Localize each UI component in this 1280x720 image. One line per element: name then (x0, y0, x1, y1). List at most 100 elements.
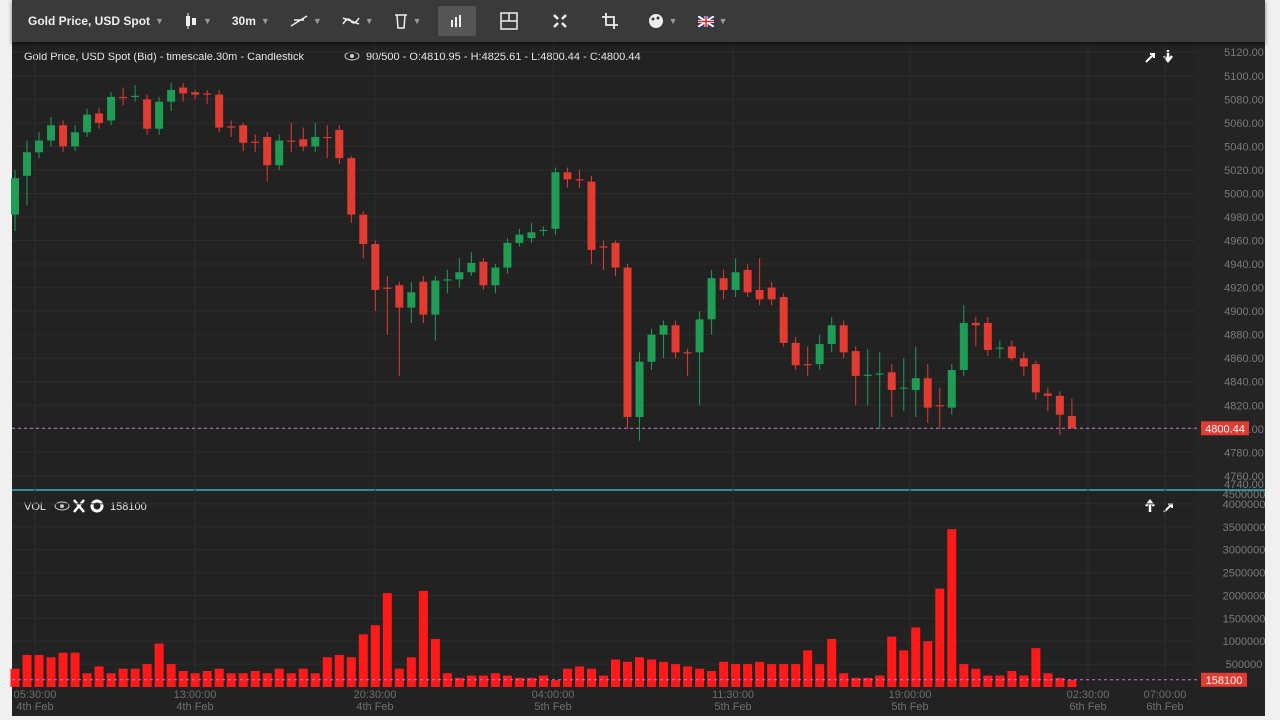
volume-bar (827, 638, 837, 687)
candle-body (887, 372, 896, 390)
drawing-button[interactable]: ▼ (286, 6, 326, 36)
volume-bar (983, 675, 993, 687)
volume-bar (743, 664, 753, 687)
volume-bar (791, 664, 801, 687)
volume-bar (538, 675, 548, 687)
volume-bar (598, 675, 608, 687)
candle-body (803, 364, 812, 366)
candle-body (815, 344, 824, 365)
candle-body (755, 289, 764, 300)
y-tick-label: 5020.00 (1224, 165, 1264, 177)
volume-bar (731, 664, 741, 687)
volume-bar (923, 641, 933, 687)
candle-body (515, 234, 524, 243)
volume-bar (214, 668, 224, 687)
volume-bar (1055, 677, 1065, 687)
candle-body (479, 261, 488, 286)
volume-bar (671, 664, 681, 687)
candle-body (203, 93, 212, 95)
candle-body (683, 352, 692, 354)
candle-body (875, 373, 884, 375)
volume-bar (935, 588, 945, 687)
candle-body (395, 285, 404, 308)
candle-body (863, 374, 872, 376)
volume-bar (10, 668, 20, 687)
candle-body (347, 158, 356, 215)
volume-bar (478, 675, 488, 687)
volume-bar (430, 638, 440, 687)
y-tick-label: 4740.00 (1224, 479, 1264, 491)
language-button[interactable]: ▼ (694, 6, 732, 36)
y-tick-label: 5080.00 (1224, 94, 1264, 106)
volume-bar (562, 668, 572, 687)
timeframe-select[interactable]: 30m ▼ (231, 14, 270, 28)
candle-body (263, 136, 272, 166)
volume-bar (106, 673, 116, 687)
volume-bar (707, 670, 717, 687)
volume-bar (695, 668, 705, 687)
candle-body (59, 125, 68, 147)
candle-body (1055, 395, 1064, 415)
candle-body (1019, 358, 1028, 367)
fullscreen-button[interactable] (548, 6, 572, 36)
icon (697, 15, 714, 27)
volume-bar (815, 664, 825, 687)
delete-button[interactable]: ▼ (390, 6, 426, 36)
candle-body (839, 325, 848, 353)
panel-controls[interactable] (1145, 50, 1173, 64)
volume-bar (250, 670, 260, 687)
volume-controls[interactable] (54, 499, 104, 513)
theme-button[interactable]: ▼ (644, 6, 682, 36)
icon (394, 14, 407, 29)
y-tick-label: 4780.00 (1224, 447, 1264, 459)
price-axis-background (1195, 42, 1265, 690)
icon (552, 14, 567, 28)
crop-button[interactable] (598, 6, 622, 36)
candle-body (707, 278, 716, 320)
icon (601, 13, 618, 29)
candle-body (791, 342, 800, 366)
volume-bar (1043, 673, 1053, 687)
volume-tick-label: 1500000 (1223, 613, 1266, 625)
volume-bar (238, 673, 248, 687)
chart-title: Gold Price, USD Spot (Bid) - timescale.3… (24, 51, 304, 63)
volume-bar (118, 668, 128, 687)
icon (499, 12, 518, 30)
volume-bar (130, 668, 140, 687)
candle-body (287, 140, 296, 142)
volume-bar (683, 666, 693, 687)
volume-bar (1031, 648, 1041, 687)
x-tick-time: 05:30:00 (14, 689, 57, 701)
volume-bar (586, 668, 596, 687)
volume-button[interactable] (437, 6, 476, 36)
volume-bar (755, 661, 765, 687)
candle-body (743, 269, 752, 293)
instrument-label: Gold Price, USD Spot (28, 14, 151, 28)
candle-body (971, 322, 980, 326)
chart-type-button[interactable]: ▼ (180, 6, 216, 36)
layout-button[interactable] (496, 6, 522, 36)
volume-tick-label: 4000000 (1223, 499, 1266, 511)
candle-body (1067, 415, 1076, 429)
instrument-select[interactable]: Gold Price, USD Spot ▼ (28, 14, 164, 28)
volume-bar (454, 677, 464, 687)
x-tick-date: 4th Feb (176, 701, 213, 713)
candle-body (623, 267, 632, 418)
volume-bar (887, 636, 897, 687)
volume-bar (418, 590, 428, 687)
candle-body (47, 125, 56, 141)
y-tick-label: 5000.00 (1224, 188, 1264, 200)
x-tick-date: 6th Feb (1069, 701, 1106, 713)
indicator-button[interactable]: ▼ (338, 6, 378, 36)
x-tick-date: 5th Feb (891, 701, 928, 713)
candle-body (1031, 364, 1040, 393)
candle-body (239, 125, 248, 143)
y-tick-label: 4940.00 (1224, 259, 1264, 271)
volume-tick-label: 500000 (1226, 659, 1263, 671)
icon (450, 15, 461, 27)
volume-bar (370, 625, 380, 687)
volume-bar (226, 673, 236, 687)
candle-body (179, 87, 188, 94)
volume-bar (178, 670, 188, 687)
candle-body (251, 141, 260, 143)
